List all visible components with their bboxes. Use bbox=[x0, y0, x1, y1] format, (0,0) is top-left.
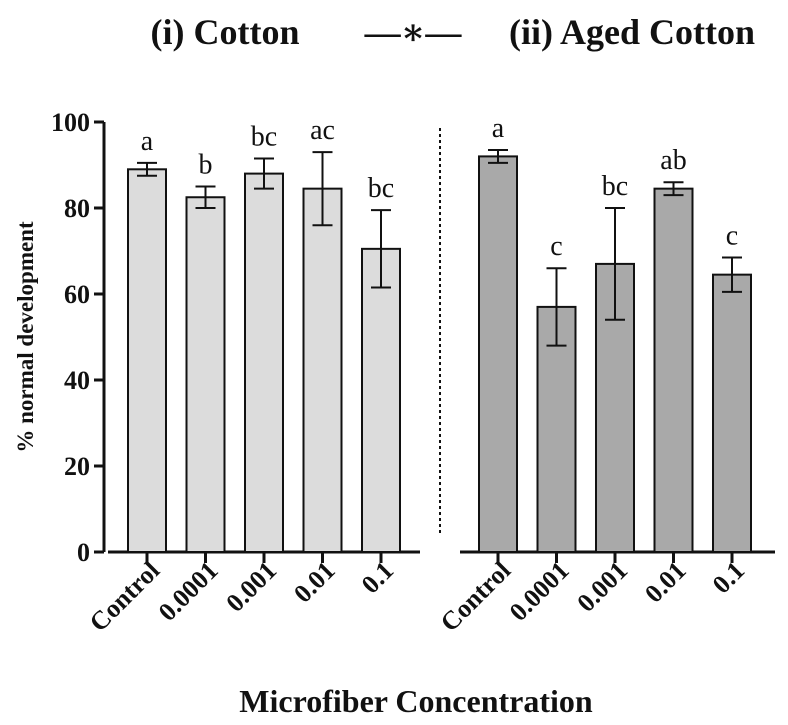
y-tick-label: 40 bbox=[64, 366, 90, 395]
significance-label: c bbox=[550, 231, 562, 262]
y-tick-label: 20 bbox=[64, 452, 90, 481]
chart-title-left: (i) Cotton bbox=[151, 12, 300, 52]
y-tick-label: 80 bbox=[64, 194, 90, 223]
x-axis-title: Microfiber Concentration bbox=[239, 683, 593, 719]
significance-label: bc bbox=[602, 171, 628, 202]
significance-label: bc bbox=[251, 122, 277, 153]
x-category-label: Control bbox=[84, 556, 165, 637]
x-category-label: 0.01 bbox=[639, 556, 692, 609]
significance-label: a bbox=[492, 113, 505, 144]
x-category-label: 0.01 bbox=[288, 556, 341, 609]
y-tick-label: 60 bbox=[64, 280, 90, 309]
significance-label: ac bbox=[310, 115, 335, 146]
y-tick-label: 0 bbox=[77, 538, 90, 567]
y-tick-label: 100 bbox=[51, 108, 90, 137]
x-category-label: Control bbox=[435, 556, 516, 637]
chart-title-right: (ii) Aged Cotton bbox=[509, 12, 755, 52]
x-category-label: 0.1 bbox=[356, 556, 399, 599]
bar bbox=[127, 168, 167, 554]
bar bbox=[478, 155, 518, 553]
significance-label: c bbox=[726, 220, 738, 251]
bar bbox=[302, 187, 343, 553]
bar bbox=[653, 187, 694, 553]
significance-label: ab bbox=[660, 145, 686, 176]
chart-title-separator: —∗— bbox=[364, 12, 463, 52]
x-category-label: 0.001 bbox=[571, 556, 633, 618]
x-category-label: 0.0001 bbox=[504, 556, 575, 627]
bar bbox=[712, 273, 752, 553]
x-category-label: 0.1 bbox=[707, 556, 750, 599]
bar bbox=[244, 172, 284, 553]
x-category-label: 0.001 bbox=[220, 556, 282, 618]
bar bbox=[361, 247, 401, 553]
significance-label: a bbox=[141, 126, 154, 157]
significance-label: b bbox=[199, 150, 213, 181]
x-category-label: 0.0001 bbox=[153, 556, 224, 627]
bar bbox=[185, 196, 226, 553]
significance-label: bc bbox=[368, 173, 394, 204]
bar bbox=[536, 305, 577, 553]
y-axis-title: % normal development bbox=[13, 221, 38, 453]
